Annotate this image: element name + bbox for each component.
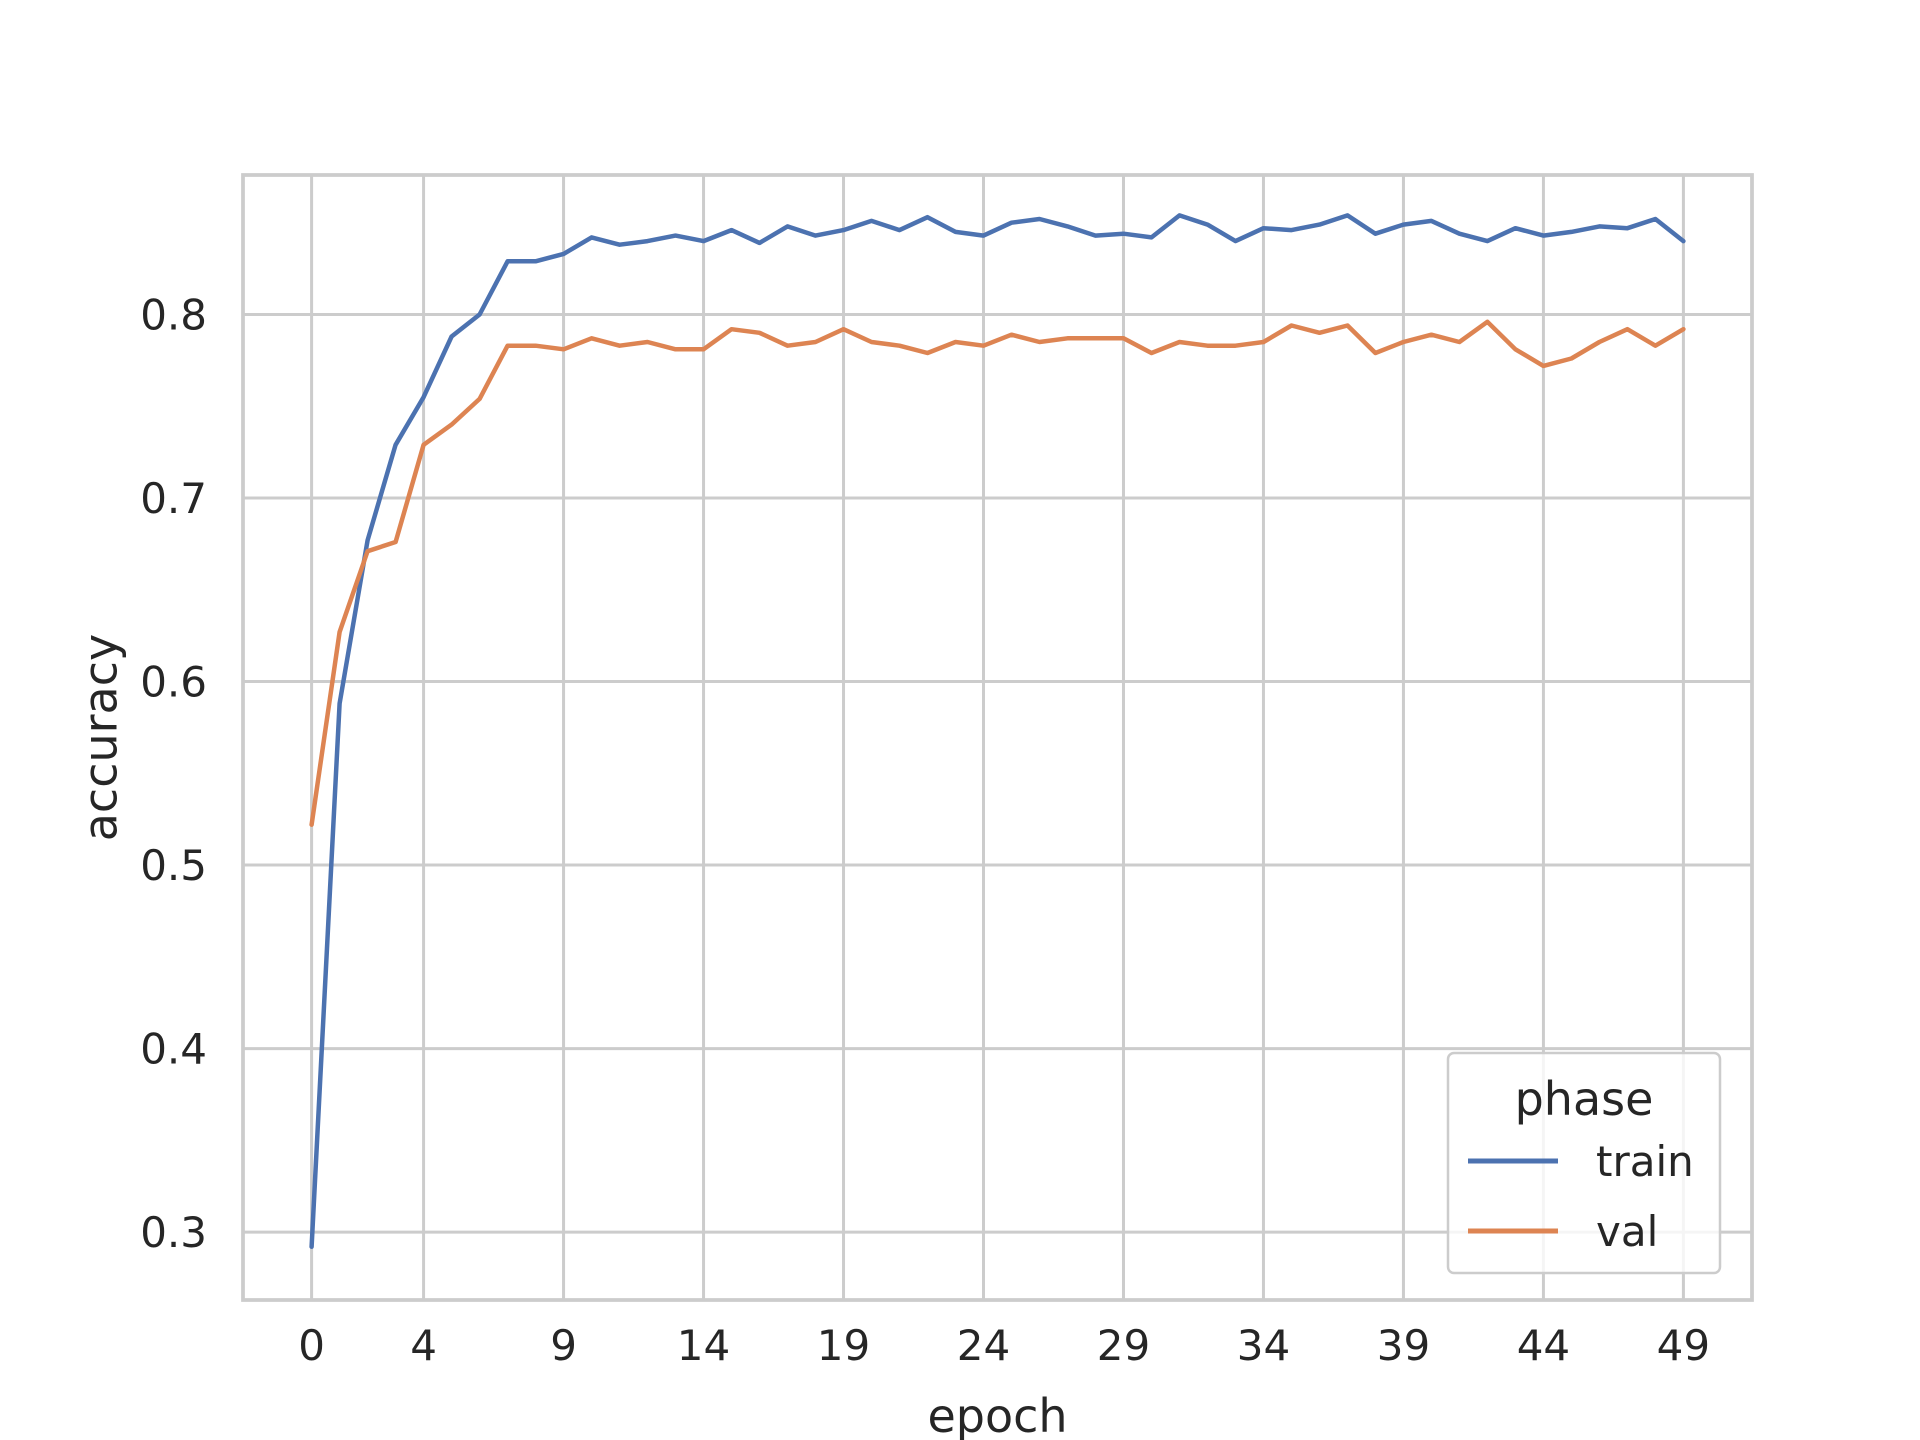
legend: phase train val: [1446, 1051, 1722, 1275]
x-tick-label: 49: [1657, 1321, 1710, 1370]
x-tick-label: 9: [550, 1321, 577, 1370]
grid-layer: [243, 175, 1752, 1300]
x-tick-label: 19: [817, 1321, 870, 1370]
legend-title: phase: [1515, 1072, 1654, 1126]
legend-entries: train val: [1468, 1137, 1694, 1256]
y-tick-label: 0.7: [140, 474, 207, 523]
x-tick-label: 24: [957, 1321, 1010, 1370]
y-tick-label: 0.4: [140, 1025, 207, 1074]
legend-label-train: train: [1596, 1137, 1694, 1186]
x-tick-label: 39: [1377, 1321, 1430, 1370]
lines-layer: [309, 213, 1686, 1250]
plot-frame: [241, 173, 1754, 1302]
x-tick-label: 34: [1237, 1321, 1290, 1370]
y-tick-label: 0.6: [140, 658, 207, 707]
x-tick-label: 4: [410, 1321, 437, 1370]
x-tick-label: 44: [1517, 1321, 1570, 1370]
series-line-train: [309, 213, 1686, 1250]
legend-label-val: val: [1596, 1207, 1658, 1256]
x-tick-label: 0: [298, 1321, 325, 1370]
ticks-layer: 0 4 9 14 19 24 29 34 39 44 490.30.40.50.60.70.8: [140, 290, 1710, 1370]
x-tick-label: 29: [1097, 1321, 1150, 1370]
y-tick-label: 0.3: [140, 1208, 207, 1257]
y-tick-label: 0.5: [140, 841, 207, 890]
x-tick-label: 14: [677, 1321, 730, 1370]
y-tick-label: 0.8: [140, 290, 207, 339]
legend-box: [1446, 1051, 1722, 1275]
x-axis-label: epoch: [927, 1389, 1067, 1440]
series-line-val: [309, 319, 1686, 827]
y-axis-label: accuracy: [74, 634, 128, 842]
